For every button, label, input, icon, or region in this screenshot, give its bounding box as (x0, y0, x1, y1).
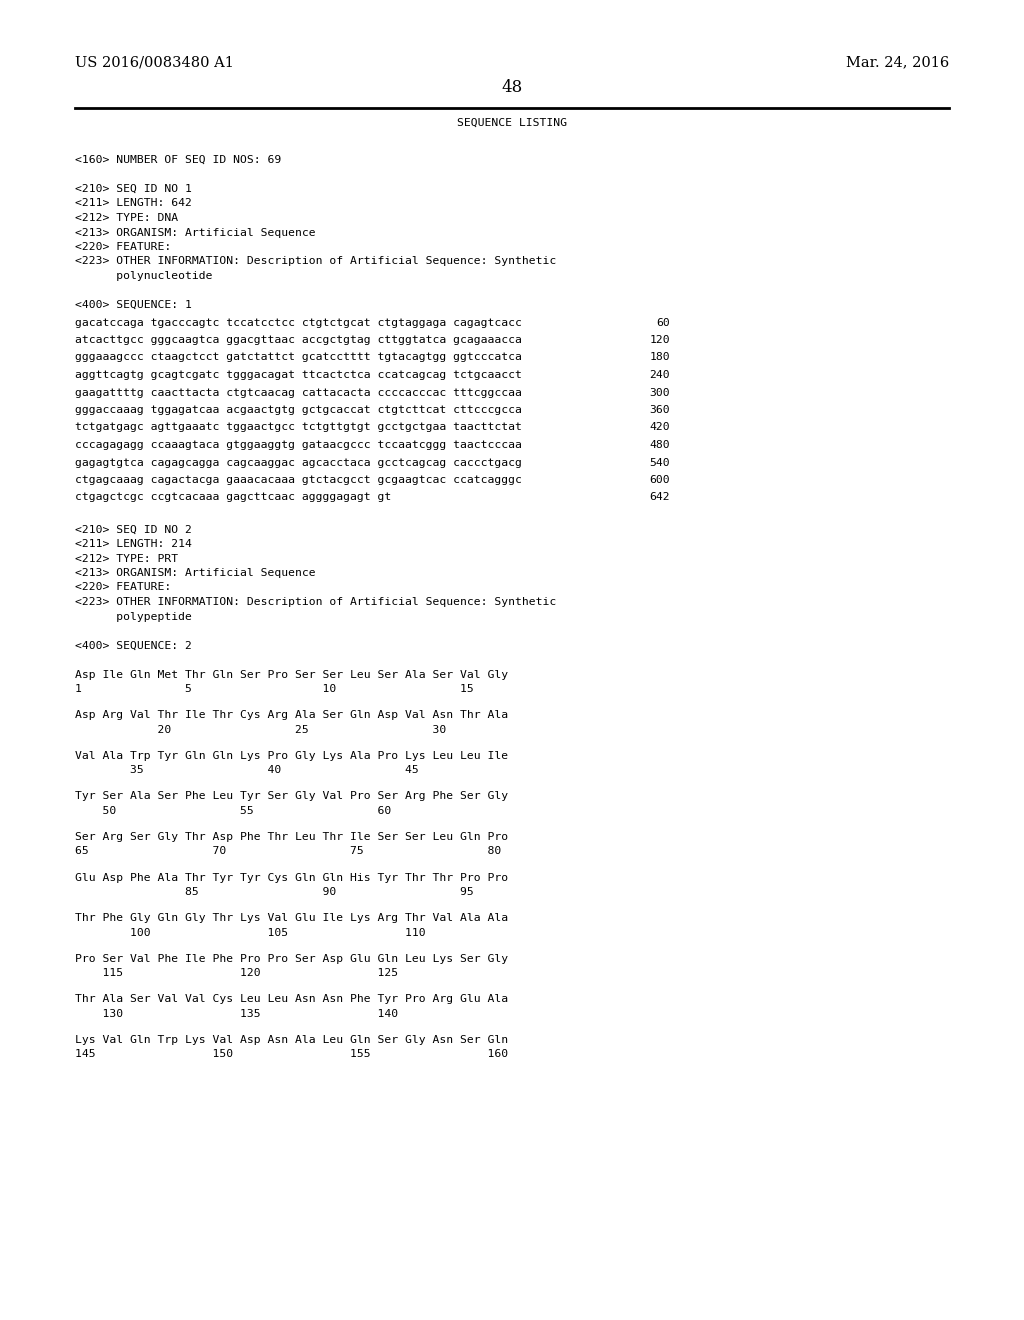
Text: <213> ORGANISM: Artificial Sequence: <213> ORGANISM: Artificial Sequence (75, 568, 315, 578)
Text: Val Ala Trp Tyr Gln Gln Lys Pro Gly Lys Ala Pro Lys Leu Leu Ile: Val Ala Trp Tyr Gln Gln Lys Pro Gly Lys … (75, 751, 508, 760)
Text: 600: 600 (649, 475, 670, 484)
Text: Tyr Ser Ala Ser Phe Leu Tyr Ser Gly Val Pro Ser Arg Phe Ser Gly: Tyr Ser Ala Ser Phe Leu Tyr Ser Gly Val … (75, 791, 508, 801)
Text: <211> LENGTH: 214: <211> LENGTH: 214 (75, 539, 191, 549)
Text: 180: 180 (649, 352, 670, 363)
Text: 65                  70                  75                  80: 65 70 75 80 (75, 846, 502, 857)
Text: 60: 60 (656, 318, 670, 327)
Text: <223> OTHER INFORMATION: Description of Artificial Sequence: Synthetic: <223> OTHER INFORMATION: Description of … (75, 256, 556, 267)
Text: 50                  55                  60: 50 55 60 (75, 805, 391, 816)
Text: <160> NUMBER OF SEQ ID NOS: 69: <160> NUMBER OF SEQ ID NOS: 69 (75, 154, 282, 165)
Text: ctgagcaaag cagactacga gaaacacaaa gtctacgcct gcgaagtcac ccatcagggc: ctgagcaaag cagactacga gaaacacaaa gtctacg… (75, 475, 522, 484)
Text: <210> SEQ ID NO 2: <210> SEQ ID NO 2 (75, 524, 191, 535)
Text: 35                  40                  45: 35 40 45 (75, 766, 419, 775)
Text: <211> LENGTH: 642: <211> LENGTH: 642 (75, 198, 191, 209)
Text: SEQUENCE LISTING: SEQUENCE LISTING (457, 117, 567, 128)
Text: 540: 540 (649, 458, 670, 467)
Text: 145                 150                 155                 160: 145 150 155 160 (75, 1049, 508, 1060)
Text: <213> ORGANISM: Artificial Sequence: <213> ORGANISM: Artificial Sequence (75, 227, 315, 238)
Text: 130                 135                 140: 130 135 140 (75, 1008, 398, 1019)
Text: 1               5                   10                  15: 1 5 10 15 (75, 684, 474, 694)
Text: 120: 120 (649, 335, 670, 345)
Text: Lys Val Gln Trp Lys Val Asp Asn Ala Leu Gln Ser Gly Asn Ser Gln: Lys Val Gln Trp Lys Val Asp Asn Ala Leu … (75, 1035, 508, 1045)
Text: Thr Ala Ser Val Val Cys Leu Leu Asn Asn Phe Tyr Pro Arg Glu Ala: Thr Ala Ser Val Val Cys Leu Leu Asn Asn … (75, 994, 508, 1005)
Text: gagagtgtca cagagcagga cagcaaggac agcacctaca gcctcagcag caccctgacg: gagagtgtca cagagcagga cagcaaggac agcacct… (75, 458, 522, 467)
Text: polynucleotide: polynucleotide (75, 271, 213, 281)
Text: 85                  90                  95: 85 90 95 (75, 887, 474, 898)
Text: 642: 642 (649, 492, 670, 503)
Text: <223> OTHER INFORMATION: Description of Artificial Sequence: Synthetic: <223> OTHER INFORMATION: Description of … (75, 597, 556, 607)
Text: 420: 420 (649, 422, 670, 433)
Text: Asp Ile Gln Met Thr Gln Ser Pro Ser Ser Leu Ser Ala Ser Val Gly: Asp Ile Gln Met Thr Gln Ser Pro Ser Ser … (75, 669, 508, 680)
Text: Ser Arg Ser Gly Thr Asp Phe Thr Leu Thr Ile Ser Ser Leu Gln Pro: Ser Arg Ser Gly Thr Asp Phe Thr Leu Thr … (75, 832, 508, 842)
Text: 240: 240 (649, 370, 670, 380)
Text: 20                  25                  30: 20 25 30 (75, 725, 446, 735)
Text: <400> SEQUENCE: 1: <400> SEQUENCE: 1 (75, 300, 191, 310)
Text: <220> FEATURE:: <220> FEATURE: (75, 582, 171, 593)
Text: 480: 480 (649, 440, 670, 450)
Text: 115                 120                 125: 115 120 125 (75, 968, 398, 978)
Text: US 2016/0083480 A1: US 2016/0083480 A1 (75, 55, 233, 69)
Text: Glu Asp Phe Ala Thr Tyr Tyr Cys Gln Gln His Tyr Thr Thr Pro Pro: Glu Asp Phe Ala Thr Tyr Tyr Cys Gln Gln … (75, 873, 508, 883)
Text: 300: 300 (649, 388, 670, 397)
Text: Mar. 24, 2016: Mar. 24, 2016 (846, 55, 949, 69)
Text: 360: 360 (649, 405, 670, 414)
Text: Pro Ser Val Phe Ile Phe Pro Pro Ser Asp Glu Gln Leu Lys Ser Gly: Pro Ser Val Phe Ile Phe Pro Pro Ser Asp … (75, 954, 508, 964)
Text: polypeptide: polypeptide (75, 611, 191, 622)
Text: tctgatgagc agttgaaatc tggaactgcc tctgttgtgt gcctgctgaa taacttctat: tctgatgagc agttgaaatc tggaactgcc tctgttg… (75, 422, 522, 433)
Text: <210> SEQ ID NO 1: <210> SEQ ID NO 1 (75, 183, 191, 194)
Text: atcacttgcc gggcaagtca ggacgttaac accgctgtag cttggtatca gcagaaacca: atcacttgcc gggcaagtca ggacgttaac accgctg… (75, 335, 522, 345)
Text: gaagattttg caacttacta ctgtcaacag cattacacta ccccacccac tttcggccaa: gaagattttg caacttacta ctgtcaacag cattaca… (75, 388, 522, 397)
Text: gacatccaga tgacccagtc tccatcctcc ctgtctgcat ctgtaggaga cagagtcacc: gacatccaga tgacccagtc tccatcctcc ctgtctg… (75, 318, 522, 327)
Text: <212> TYPE: DNA: <212> TYPE: DNA (75, 213, 178, 223)
Text: ctgagctcgc ccgtcacaaa gagcttcaac aggggagagt gt: ctgagctcgc ccgtcacaaa gagcttcaac aggggag… (75, 492, 391, 503)
Text: gggaccaaag tggagatcaa acgaactgtg gctgcaccat ctgtcttcat cttcccgcca: gggaccaaag tggagatcaa acgaactgtg gctgcac… (75, 405, 522, 414)
Text: <220> FEATURE:: <220> FEATURE: (75, 242, 171, 252)
Text: 48: 48 (502, 79, 522, 96)
Text: Asp Arg Val Thr Ile Thr Cys Arg Ala Ser Gln Asp Val Asn Thr Ala: Asp Arg Val Thr Ile Thr Cys Arg Ala Ser … (75, 710, 508, 721)
Text: <400> SEQUENCE: 2: <400> SEQUENCE: 2 (75, 640, 191, 651)
Text: aggttcagtg gcagtcgatc tgggacagat ttcactctca ccatcagcag tctgcaacct: aggttcagtg gcagtcgatc tgggacagat ttcactc… (75, 370, 522, 380)
Text: 100                 105                 110: 100 105 110 (75, 928, 426, 937)
Text: Thr Phe Gly Gln Gly Thr Lys Val Glu Ile Lys Arg Thr Val Ala Ala: Thr Phe Gly Gln Gly Thr Lys Val Glu Ile … (75, 913, 508, 923)
Text: cccagagagg ccaaagtaca gtggaaggtg gataacgccc tccaatcggg taactcccaa: cccagagagg ccaaagtaca gtggaaggtg gataacg… (75, 440, 522, 450)
Text: gggaaagccc ctaagctcct gatctattct gcatcctttt tgtacagtgg ggtcccatca: gggaaagccc ctaagctcct gatctattct gcatcct… (75, 352, 522, 363)
Text: <212> TYPE: PRT: <212> TYPE: PRT (75, 553, 178, 564)
